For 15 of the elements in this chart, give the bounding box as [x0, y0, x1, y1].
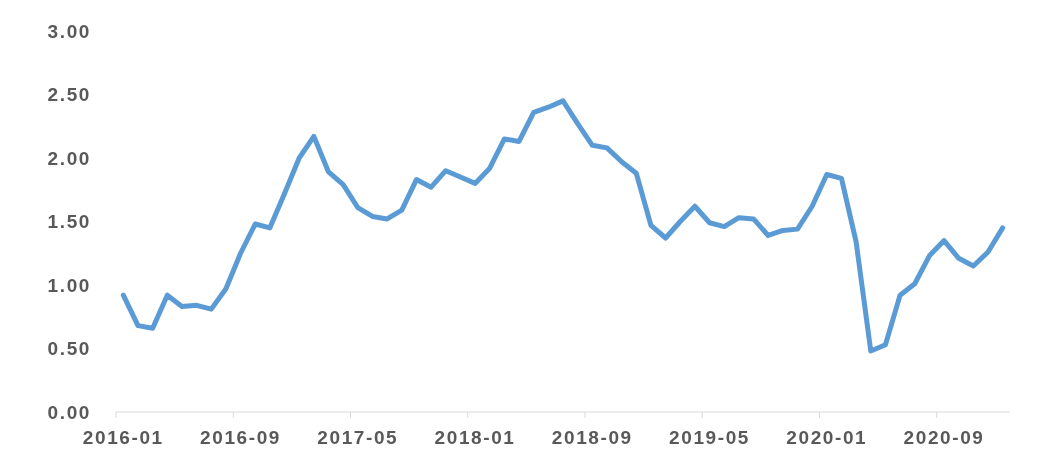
y-tick-label: 1.00	[47, 274, 91, 296]
y-tick-label: 2.50	[47, 84, 91, 106]
x-tick-label: 2020-01	[786, 426, 868, 448]
x-tick-label: 2016-01	[82, 426, 164, 448]
y-tick-label: 1.50	[47, 211, 91, 233]
x-tick-label: 2018-09	[551, 426, 633, 448]
y-tick-label: 0.50	[47, 338, 91, 360]
y-tick-label: 2.00	[47, 147, 91, 169]
x-tick-label: 2017-05	[317, 426, 399, 448]
x-tick-label: 2020-09	[903, 426, 985, 448]
y-tick-label: 3.00	[47, 20, 91, 42]
x-tick-label: 2018-01	[434, 426, 516, 448]
x-tick-label: 2016-09	[200, 426, 282, 448]
x-tick-label: 2019-05	[669, 426, 751, 448]
y-tick-label: 0.00	[47, 401, 91, 423]
